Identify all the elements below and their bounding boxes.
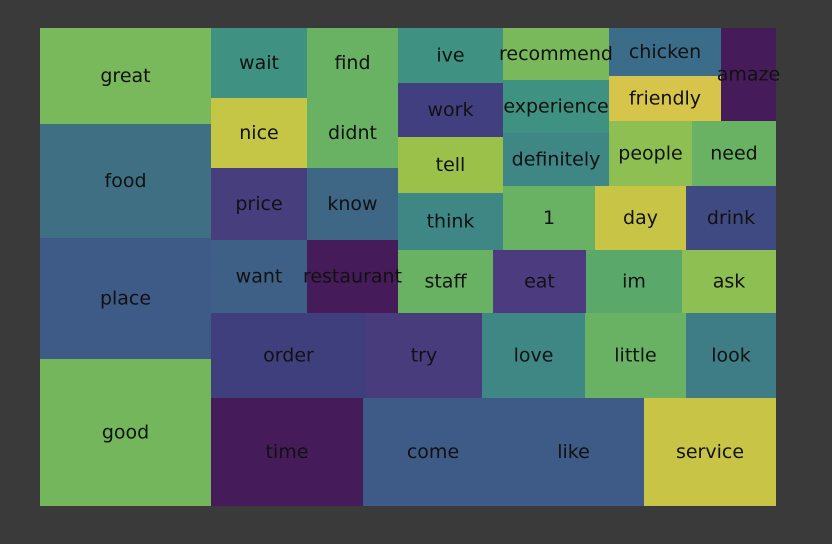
tile-definitely	[503, 133, 609, 186]
tile-want	[211, 240, 307, 313]
tile-label-look: look	[711, 345, 751, 367]
tile-recommend	[503, 28, 609, 80]
tile-label-know: know	[327, 193, 377, 215]
tile-label-restaurant: restaurant	[303, 266, 402, 288]
tile-label-work: work	[428, 99, 474, 121]
tile-day	[595, 186, 686, 250]
tile-label-drink: drink	[707, 207, 755, 229]
tile-ive	[398, 28, 503, 83]
treemap-labels: great food place good wait find ive recommend ch…	[100, 41, 780, 463]
tile-little	[585, 313, 686, 398]
tile-label-find: find	[334, 52, 370, 74]
tile-eat	[493, 250, 586, 313]
tile-look	[686, 313, 776, 398]
tile-label-come: come	[407, 441, 459, 463]
tile-good	[40, 359, 211, 506]
tile-great	[40, 28, 211, 124]
tile-didnt	[307, 98, 398, 168]
tile-label-time: time	[266, 441, 309, 463]
tile-label-didnt: didnt	[328, 122, 377, 144]
tile-im	[586, 250, 682, 313]
tile-tell	[398, 137, 503, 193]
tile-label-ask: ask	[713, 271, 746, 293]
tile-find	[307, 28, 398, 98]
tile-experience	[503, 80, 609, 133]
tile-food	[40, 124, 211, 238]
tile-label-amaze: amaze	[717, 64, 780, 86]
tile-label-tell: tell	[436, 154, 466, 176]
tile-work	[398, 83, 503, 137]
tile-label-definitely: definitely	[512, 149, 601, 171]
tile-people	[609, 121, 692, 186]
tile-label-staff: staff	[424, 271, 467, 293]
tile-label-chicken: chicken	[629, 41, 701, 63]
tile-price	[211, 168, 307, 240]
tile-label-need: need	[710, 143, 757, 165]
tile-label-experience: experience	[503, 96, 608, 118]
tile-need	[692, 121, 776, 186]
tile-label-food: food	[105, 170, 147, 192]
tile-order	[211, 313, 366, 398]
tile-label-nice: nice	[239, 122, 278, 144]
tile-label-love: love	[514, 345, 554, 367]
tile-time	[211, 398, 363, 506]
tile-friendly	[609, 76, 721, 121]
tile-restaurant	[307, 240, 398, 313]
tile-service	[644, 398, 776, 506]
tile-come	[363, 398, 503, 506]
tile-label-recommend: recommend	[499, 43, 613, 65]
tile-label-think: think	[427, 211, 475, 233]
tile-nice	[211, 98, 307, 168]
tile-label-try: try	[411, 345, 438, 367]
tile-label-wait: wait	[239, 52, 279, 74]
tile-label-friendly: friendly	[629, 88, 701, 110]
tile-staff	[398, 250, 493, 313]
tile-love	[482, 313, 585, 398]
tile-label-good: good	[102, 422, 149, 444]
tile-label-service: service	[676, 441, 744, 463]
tile-try	[366, 313, 482, 398]
tile-label-im: im	[622, 271, 646, 293]
tile-label-price: price	[235, 193, 282, 215]
tile-label-ive: ive	[436, 45, 464, 67]
tile-label-want: want	[236, 266, 283, 288]
tile-drink	[686, 186, 776, 250]
tile-know	[307, 168, 398, 240]
tile-label-day: day	[623, 207, 658, 229]
tile-label-little: little	[614, 345, 656, 367]
tile-label-people: people	[618, 143, 682, 165]
tile-think	[398, 193, 503, 250]
tile-label-great: great	[100, 65, 150, 87]
tile-amaze	[721, 28, 776, 121]
tile-label-place: place	[100, 288, 151, 310]
tile-chicken	[609, 28, 721, 76]
tile-label-like: like	[557, 441, 590, 463]
tile-place	[40, 238, 211, 359]
treemap-tiles	[40, 28, 776, 506]
tile-wait	[211, 28, 307, 98]
tile-ask	[682, 250, 776, 313]
tile-like	[503, 398, 644, 506]
tile-1	[503, 186, 595, 250]
tile-label-1: 1	[543, 207, 555, 229]
tile-label-order: order	[263, 345, 314, 367]
tile-label-eat: eat	[524, 271, 555, 293]
